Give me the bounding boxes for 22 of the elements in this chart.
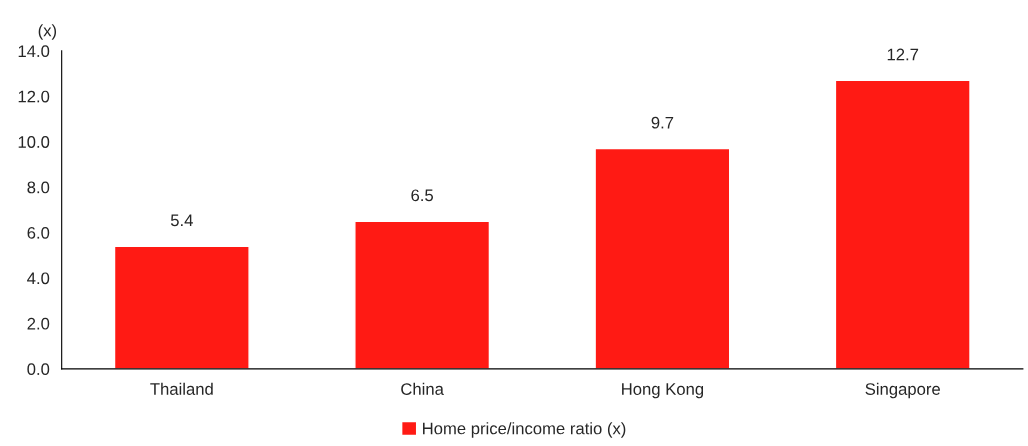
- y-tick-label: 14.0: [18, 45, 50, 58]
- legend-label: Home price/income ratio (x): [423, 422, 626, 438]
- data-label: 9.7: [651, 116, 674, 129]
- bar: [113, 245, 250, 369]
- y-tick-label: 2.0: [27, 317, 50, 330]
- data-label: 6.5: [411, 189, 434, 202]
- x-tick-label: Thailand: [150, 382, 213, 395]
- x-tick-label: China: [401, 382, 444, 395]
- bar: [594, 147, 731, 369]
- y-axis-title: (x): [38, 24, 57, 40]
- y-tick-label: 6.0: [27, 226, 50, 239]
- y-tick-label: 0.0: [27, 363, 50, 376]
- y-tick-label: 4.0: [27, 272, 50, 285]
- data-label: 12.7: [887, 48, 919, 61]
- x-tick-label: Hong Kong: [622, 383, 704, 399]
- y-tick-label: 10.0: [18, 136, 50, 148]
- x-tick-label: Singapore: [865, 382, 940, 399]
- y-tick-label: 12.0: [18, 90, 50, 103]
- bar: [354, 220, 491, 369]
- y-tick-label: 8.0: [27, 181, 50, 194]
- data-label: 5.4: [170, 214, 193, 227]
- bar: [834, 79, 971, 369]
